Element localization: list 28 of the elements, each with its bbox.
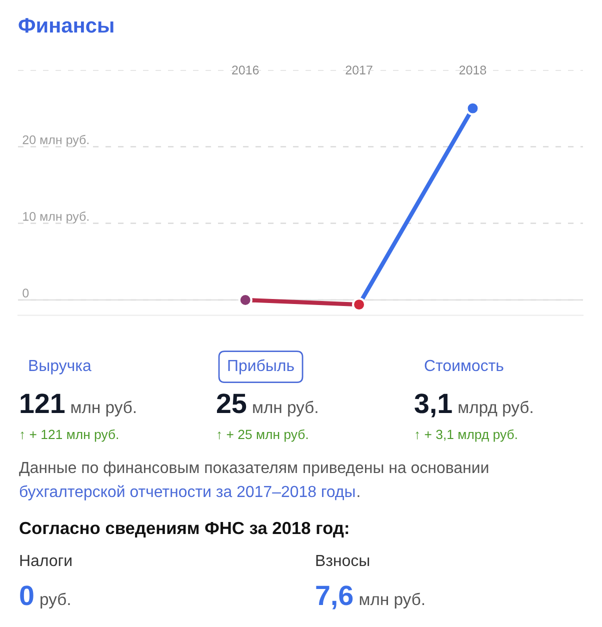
text: бухгалтерской отчетности за 2017–2018 годы bbox=[20, 485, 355, 500]
text: 7,6 bbox=[316, 586, 353, 610]
x-tick-label: 2016 bbox=[232, 66, 259, 74]
text: млрд руб. bbox=[458, 400, 532, 416]
text: руб. bbox=[40, 592, 70, 608]
text: Взносы bbox=[316, 555, 370, 566]
text: Стоимость bbox=[424, 360, 504, 372]
text: ↑ + 121 млн руб. bbox=[20, 429, 118, 442]
text: Налоги bbox=[20, 555, 72, 566]
x-tick-label: 2017 bbox=[346, 66, 372, 74]
y-tick-label: 10 млн руб. bbox=[23, 212, 88, 224]
text: 25 bbox=[216, 394, 246, 414]
text: Согласно сведениям ФНС за 2018 год: bbox=[20, 522, 348, 538]
text: млн руб. bbox=[71, 400, 136, 416]
text: 121 bbox=[20, 394, 65, 413]
text: Выручка bbox=[29, 360, 92, 374]
text: Прибыль bbox=[228, 359, 294, 374]
x-tick-label: 2018 bbox=[459, 66, 486, 74]
text: Данные по финансовым показателям приведены на основании bbox=[19, 461, 488, 476]
text: ↑ + 3,1 млрд руб. bbox=[416, 429, 517, 442]
text: . bbox=[358, 495, 360, 497]
y-tick-label: 20 млн руб. bbox=[22, 134, 88, 147]
text: 3,1 bbox=[414, 394, 452, 418]
text: млн руб. bbox=[253, 400, 318, 416]
y-tick-label: 0 bbox=[22, 288, 29, 298]
text: млн руб. bbox=[360, 592, 424, 608]
chart-title: Финансы bbox=[18, 18, 114, 33]
text: ↑ + 25 млн руб. bbox=[218, 429, 308, 442]
